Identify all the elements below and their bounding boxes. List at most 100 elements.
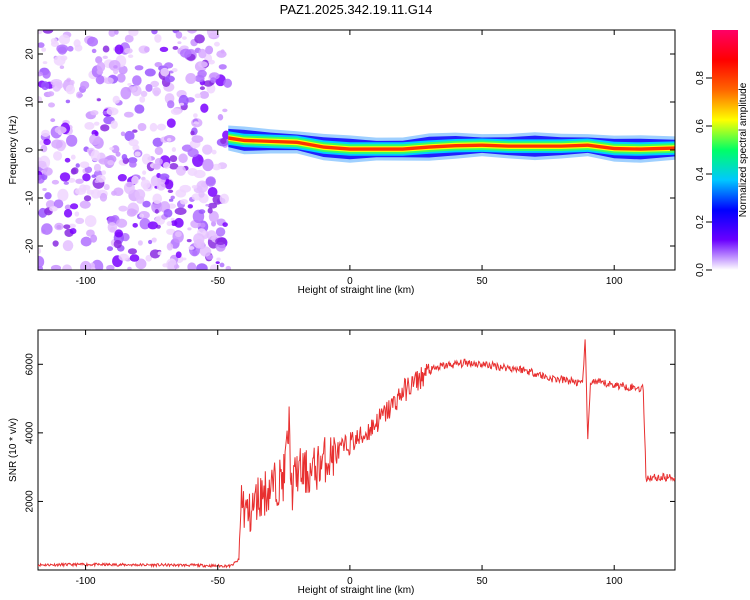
noise-speck — [127, 266, 132, 270]
noise-speck — [156, 123, 166, 131]
colorbar-tick-label: 0.0 — [695, 263, 706, 277]
noise-speck — [118, 65, 128, 75]
noise-speck — [62, 264, 72, 270]
noise-speck — [63, 208, 73, 218]
noise-speck — [96, 69, 104, 75]
noise-speck — [84, 215, 97, 228]
noise-speck — [52, 240, 59, 247]
noise-speck — [40, 144, 48, 153]
noise-speck — [123, 111, 134, 118]
noise-speck — [108, 30, 116, 37]
noise-speck — [107, 222, 118, 233]
snr-panel: -100 -50 0 50 100 2000 4000 6000 Height of str… — [8, 329, 676, 596]
noise-speck — [106, 246, 114, 252]
noise-speck — [166, 118, 176, 128]
noise-speck — [128, 139, 139, 147]
noise-speck — [187, 262, 197, 270]
noise-speck — [153, 90, 160, 97]
noise-speck — [90, 188, 102, 199]
noise-speck — [91, 48, 97, 54]
noise-speck — [219, 193, 229, 205]
noise-speck — [187, 227, 192, 231]
snr-xlabel: Height of straight line (km) — [298, 585, 415, 596]
noise-speck — [210, 77, 217, 83]
noise-speck — [116, 73, 126, 83]
noise-speck — [174, 207, 187, 215]
noise-speck — [132, 75, 142, 86]
noise-speck — [177, 41, 182, 45]
noise-speck — [83, 195, 92, 202]
noise-speck — [103, 184, 110, 191]
noise-speck — [108, 59, 121, 71]
ridge-band — [228, 136, 675, 151]
noise-speck — [225, 265, 232, 270]
noise-speck — [219, 262, 225, 268]
noise-speck — [63, 224, 71, 230]
noise-speck — [141, 153, 152, 165]
noise-speck — [169, 155, 178, 163]
noise-speck — [144, 68, 156, 77]
noise-speck — [171, 147, 177, 153]
noise-speck — [93, 163, 101, 172]
noise-speck — [192, 154, 204, 167]
noise-speck — [90, 149, 101, 162]
noise-speck — [79, 161, 90, 169]
noise-speck — [111, 190, 117, 196]
noise-speck — [59, 172, 71, 182]
noise-speck — [93, 121, 100, 126]
noise-speck — [149, 249, 161, 259]
noise-speck — [181, 36, 187, 40]
y-tick-label: 6000 — [25, 353, 36, 376]
noise-speck — [151, 237, 157, 243]
noise-speck — [194, 93, 202, 99]
noise-speck — [121, 153, 128, 161]
noise-speck — [54, 222, 64, 231]
noise-speck — [95, 56, 103, 64]
noise-speck — [197, 61, 208, 68]
noise-speck — [198, 190, 205, 198]
noise-speck — [38, 255, 45, 268]
noise-speck — [41, 129, 50, 137]
noise-speck — [41, 81, 50, 91]
noise-speck — [207, 207, 213, 214]
noise-speck — [142, 200, 151, 208]
noise-speck — [206, 30, 219, 38]
colorbar-tick-label: 0.4 — [695, 167, 706, 181]
noise-speck — [152, 137, 164, 148]
noise-speck — [53, 55, 66, 66]
noise-speck — [168, 198, 174, 202]
noise-speck — [124, 34, 134, 43]
noise-speck — [53, 151, 63, 161]
noise-speck — [181, 257, 187, 261]
noise-speck — [205, 203, 210, 207]
noise-speck — [120, 131, 126, 137]
noise-speck — [179, 184, 192, 193]
noise-speck — [131, 176, 139, 185]
spectrogram-ylabel: Frequency (Hz) — [8, 116, 19, 185]
y-tick-label: 10 — [25, 96, 36, 108]
x-tick-label: -50 — [211, 576, 226, 587]
noise-speck — [175, 31, 183, 39]
noise-speck — [115, 151, 121, 157]
noise-speck — [116, 218, 128, 228]
y-tick-label: 20 — [25, 48, 36, 60]
noise-speck — [114, 30, 119, 35]
noise-speck — [114, 44, 124, 55]
noise-speck — [170, 108, 182, 116]
colorbar-label: Normalized spectral amplitude — [738, 82, 749, 217]
noise-speck — [160, 67, 170, 77]
noise-speck — [206, 230, 217, 241]
noise-speck — [135, 258, 147, 270]
noise-speck — [150, 80, 160, 88]
colorbar-tick-label: 0.2 — [695, 215, 706, 229]
noise-speck — [172, 45, 179, 50]
noise-speck — [205, 45, 214, 55]
noise-speck — [117, 173, 127, 182]
noise-speck — [38, 160, 47, 168]
noise-speck — [159, 46, 169, 52]
noise-speck — [142, 170, 147, 175]
noise-speck — [74, 44, 83, 52]
noise-speck — [104, 77, 114, 85]
